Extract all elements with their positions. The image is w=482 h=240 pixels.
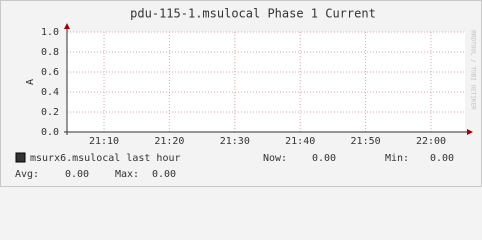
plot-area	[67, 32, 465, 132]
stat-label: Avg:	[15, 169, 39, 180]
legend-swatch	[15, 152, 26, 163]
stat-value: 0.00	[312, 153, 336, 164]
y-tick-label: 0.8	[41, 47, 59, 58]
y-axis-arrow	[64, 23, 70, 29]
y-tick-label: 0.6	[41, 67, 59, 78]
x-tick-label: 22:00	[416, 136, 446, 147]
x-tick-label: 21:30	[220, 136, 250, 147]
x-axis-arrow	[467, 129, 473, 135]
stat-value: 0.00	[65, 169, 89, 180]
x-tick-label: 21:20	[154, 136, 184, 147]
stat-label: Now:	[263, 153, 287, 164]
x-tick-label: 21:40	[285, 136, 315, 147]
chart-title: pdu-115-1.msulocal Phase 1 Current	[130, 7, 376, 21]
chart: pdu-115-1.msulocal Phase 1 Current A RRD…	[0, 0, 482, 187]
y-tick-label: 1.0	[41, 27, 59, 38]
stat-value: 0.00	[430, 153, 454, 164]
stat-label: Max:	[115, 169, 139, 180]
x-tick-label: 21:50	[351, 136, 381, 147]
y-tick-label: 0.4	[41, 87, 59, 98]
stat-label: Min:	[385, 153, 409, 164]
y-axis-label: A	[25, 79, 36, 85]
y-tick-label: 0.2	[41, 107, 59, 118]
y-tick-label: 0.0	[41, 127, 59, 138]
legend-label: msurx6.msulocal last hour	[30, 153, 181, 164]
stat-value: 0.00	[152, 169, 176, 180]
watermark: RRDTOOL / TOBI OETIKER	[470, 30, 477, 110]
x-tick-label: 21:10	[89, 136, 119, 147]
